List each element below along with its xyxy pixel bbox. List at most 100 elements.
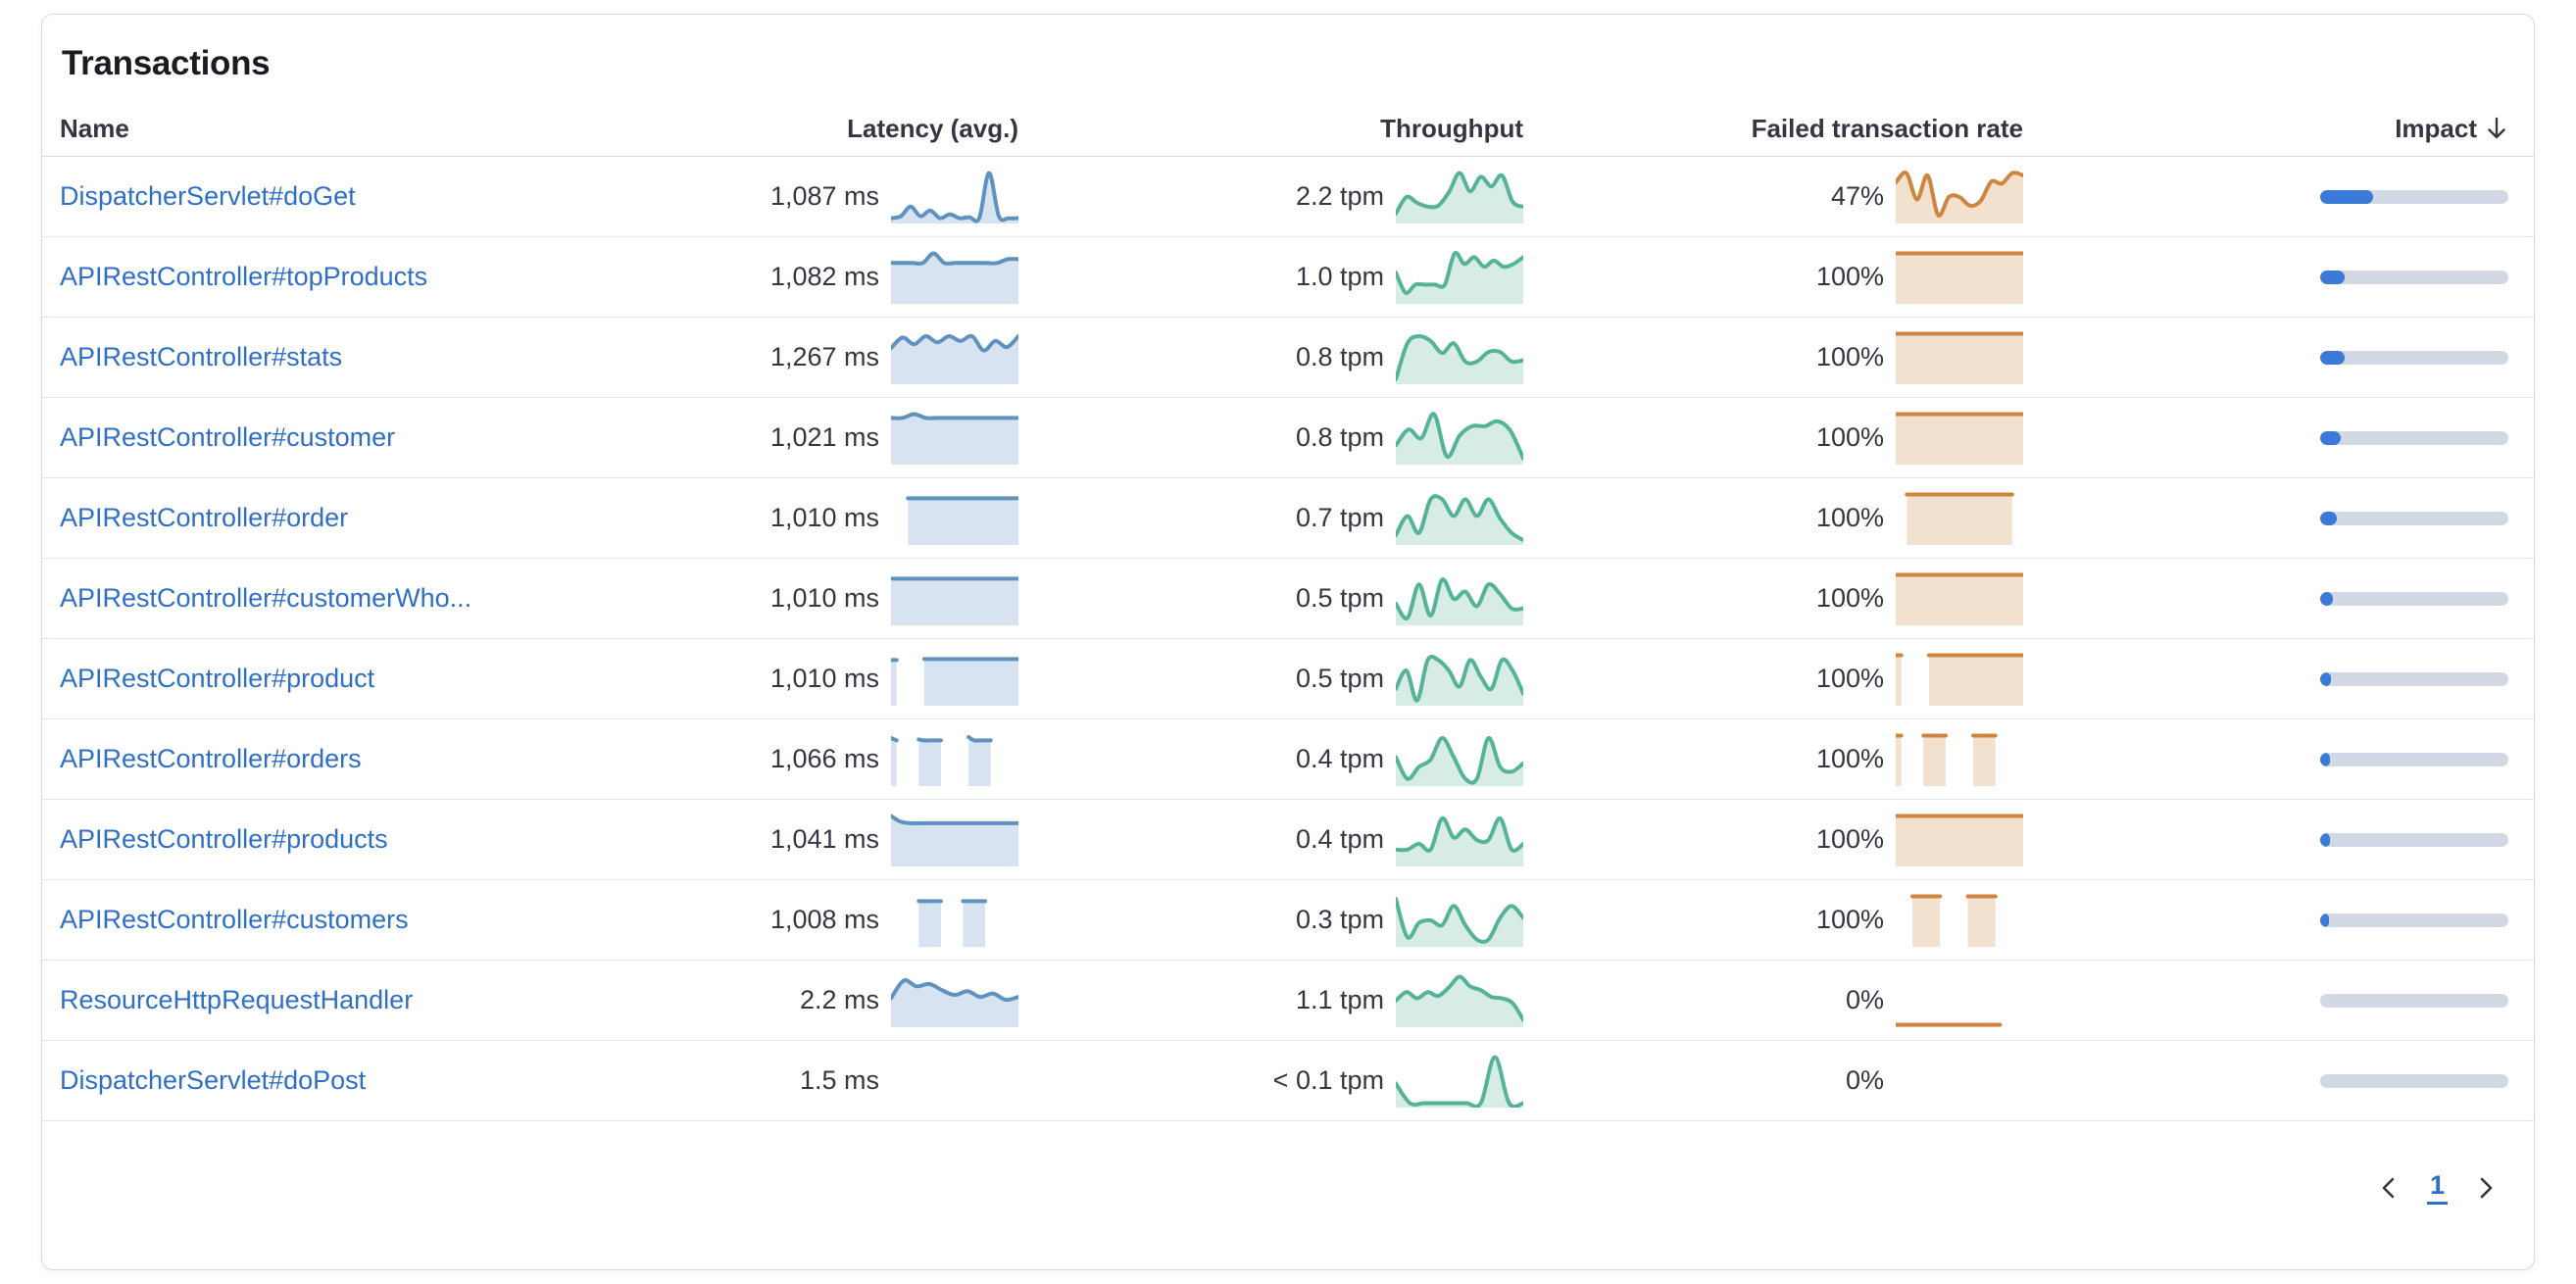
latency-value: 2.2 ms <box>799 985 879 1014</box>
throughput-cell: 0.3 tpm <box>1018 894 1525 947</box>
latency-value: 1,010 ms <box>769 664 879 693</box>
failed-rate-cell: 100% <box>1523 733 2023 786</box>
impact-bar-fill <box>2320 671 2331 686</box>
table-row: APIRestController#products 1,041 ms 0.4 … <box>42 800 2534 880</box>
pagination: 1 <box>42 1121 2534 1254</box>
impact-cell <box>2023 913 2508 927</box>
throughput-cell: 1.0 tpm <box>1018 250 1525 304</box>
table-row: APIRestController#topProducts 1,082 ms 1… <box>42 237 2534 318</box>
impact-cell <box>2023 350 2508 365</box>
previous-page-button[interactable] <box>2366 1165 2411 1210</box>
impact-cell <box>2023 430 2508 445</box>
transaction-link[interactable]: APIRestController#customers <box>60 905 409 934</box>
chevron-right-icon <box>2480 1177 2493 1198</box>
column-header-latency[interactable]: Latency (avg.) <box>847 113 1018 143</box>
transaction-link[interactable]: DispatcherServlet#doPost <box>60 1065 367 1095</box>
transaction-link[interactable]: DispatcherServlet#doGet <box>60 181 356 211</box>
failed-rate-sparkline <box>1894 653 2025 706</box>
throughput-cell: 0.4 tpm <box>1018 733 1525 786</box>
failed-rate-value: 0% <box>1845 985 1884 1014</box>
latency-value: 1,010 ms <box>769 583 879 613</box>
latency-sparkline <box>889 814 1020 866</box>
throughput-value: < 0.1 tpm <box>1272 1065 1384 1095</box>
page-number-1[interactable]: 1 <box>2426 1170 2448 1205</box>
impact-cell <box>2023 189 2508 204</box>
impact-bar-fill <box>2320 430 2342 445</box>
impact-bar-fill <box>2320 270 2345 284</box>
impact-bar-fill <box>2320 350 2345 365</box>
table-row: DispatcherServlet#doPost 1.5 ms < 0.1 tp… <box>42 1041 2534 1121</box>
latency-sparkline <box>889 251 1020 304</box>
transaction-link[interactable]: APIRestController#orders <box>60 744 362 773</box>
latency-cell: 1,041 ms <box>656 814 1020 866</box>
table-row: APIRestController#orders 1,066 ms 0.4 tp… <box>42 719 2534 800</box>
column-header-name[interactable]: Name <box>60 113 129 143</box>
transaction-link[interactable]: APIRestController#products <box>60 824 388 854</box>
table-row: APIRestController#order 1,010 ms 0.7 tpm… <box>42 478 2534 559</box>
impact-cell <box>2023 671 2508 686</box>
table-row: ResourceHttpRequestHandler 2.2 ms 1.1 tp… <box>42 961 2534 1041</box>
latency-value: 1,082 ms <box>769 262 879 291</box>
throughput-sparkline <box>1394 411 1525 465</box>
throughput-sparkline <box>1394 1055 1525 1109</box>
failed-rate-value: 100% <box>1815 342 1884 371</box>
failed-rate-sparkline <box>1894 814 2025 866</box>
throughput-cell: 2.2 tpm <box>1018 171 1525 223</box>
transaction-link[interactable]: APIRestController#product <box>60 664 375 693</box>
impact-cell <box>2023 1073 2508 1088</box>
latency-cell: 1,021 ms <box>656 412 1020 465</box>
next-page-button[interactable] <box>2463 1165 2508 1210</box>
failed-rate-value: 100% <box>1815 824 1884 854</box>
latency-cell: 1,010 ms <box>656 653 1020 706</box>
chevron-left-icon <box>2382 1177 2395 1198</box>
latency-value: 1,267 ms <box>769 342 879 371</box>
failed-rate-cell: 100% <box>1523 653 2025 706</box>
impact-bar-fill <box>2320 189 2373 204</box>
throughput-sparkline <box>1394 733 1525 786</box>
impact-bar-fill <box>2320 913 2329 927</box>
failed-rate-cell: 100% <box>1523 814 2025 866</box>
impact-bar <box>2320 671 2508 686</box>
latency-value: 1,021 ms <box>769 422 879 452</box>
table-row: APIRestController#stats 1,267 ms 0.8 tpm… <box>42 318 2534 398</box>
failed-rate-cell: 100% <box>1523 331 2025 384</box>
latency-sparkline <box>889 974 1020 1027</box>
latency-cell: 1,008 ms <box>656 894 1018 947</box>
table-row: APIRestController#customerWho... 1,010 m… <box>42 559 2534 639</box>
transaction-link[interactable]: APIRestController#customerWho... <box>60 583 472 613</box>
throughput-value: 0.8 tpm <box>1295 422 1384 452</box>
transaction-link[interactable]: APIRestController#customer <box>60 422 396 452</box>
transaction-link[interactable]: APIRestController#order <box>60 503 349 532</box>
throughput-cell: 1.1 tpm <box>1018 974 1525 1027</box>
throughput-cell: 0.4 tpm <box>1018 814 1525 866</box>
failed-rate-sparkline <box>1896 1055 2023 1108</box>
failed-rate-value: 100% <box>1815 583 1884 613</box>
failed-rate-cell: 100% <box>1523 412 2025 465</box>
failed-rate-sparkline <box>1894 331 2025 384</box>
throughput-value: 2.2 tpm <box>1295 181 1384 211</box>
table-row: APIRestController#product 1,010 ms 0.5 t… <box>42 639 2534 719</box>
impact-cell <box>2023 591 2508 606</box>
transaction-link[interactable]: ResourceHttpRequestHandler <box>60 985 414 1014</box>
failed-rate-cell: 100% <box>1523 894 2023 947</box>
column-header-failed-rate[interactable]: Failed transaction rate <box>1751 113 2023 143</box>
impact-bar <box>2320 913 2508 927</box>
failed-rate-sparkline <box>1894 974 2023 1027</box>
panel-title: Transactions <box>62 44 271 82</box>
column-header-impact[interactable]: Impact <box>2395 114 2508 144</box>
latency-value: 1,066 ms <box>769 744 879 773</box>
throughput-value: 0.5 tpm <box>1295 664 1384 693</box>
table-row: DispatcherServlet#doGet 1,087 ms 2.2 tpm… <box>42 157 2534 237</box>
latency-cell: 1.5 ms <box>656 1055 1018 1108</box>
failed-rate-value: 100% <box>1815 744 1884 773</box>
transaction-link[interactable]: APIRestController#topProducts <box>60 262 428 291</box>
failed-rate-value: 100% <box>1815 262 1884 291</box>
column-header-throughput[interactable]: Throughput <box>1380 113 1523 143</box>
transaction-link[interactable]: APIRestController#stats <box>60 342 343 371</box>
failed-rate-sparkline <box>1896 894 2023 947</box>
throughput-sparkline <box>1394 572 1525 625</box>
throughput-cell: 0.7 tpm <box>1018 492 1525 545</box>
impact-cell <box>2023 511 2508 525</box>
impact-bar-fill <box>2320 752 2330 766</box>
failed-rate-sparkline <box>1894 733 2023 786</box>
